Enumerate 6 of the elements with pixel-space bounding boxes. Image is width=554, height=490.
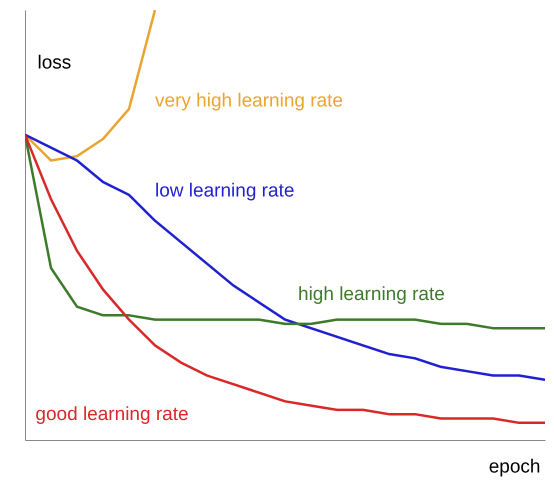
y-axis-title: loss <box>38 52 72 74</box>
series-label: good learning rate <box>35 404 189 426</box>
x-axis-title: epoch <box>488 456 540 478</box>
series-label: low learning rate <box>155 180 294 202</box>
series-label: very high learning rate <box>155 90 343 112</box>
series-label: high learning rate <box>298 284 445 305</box>
